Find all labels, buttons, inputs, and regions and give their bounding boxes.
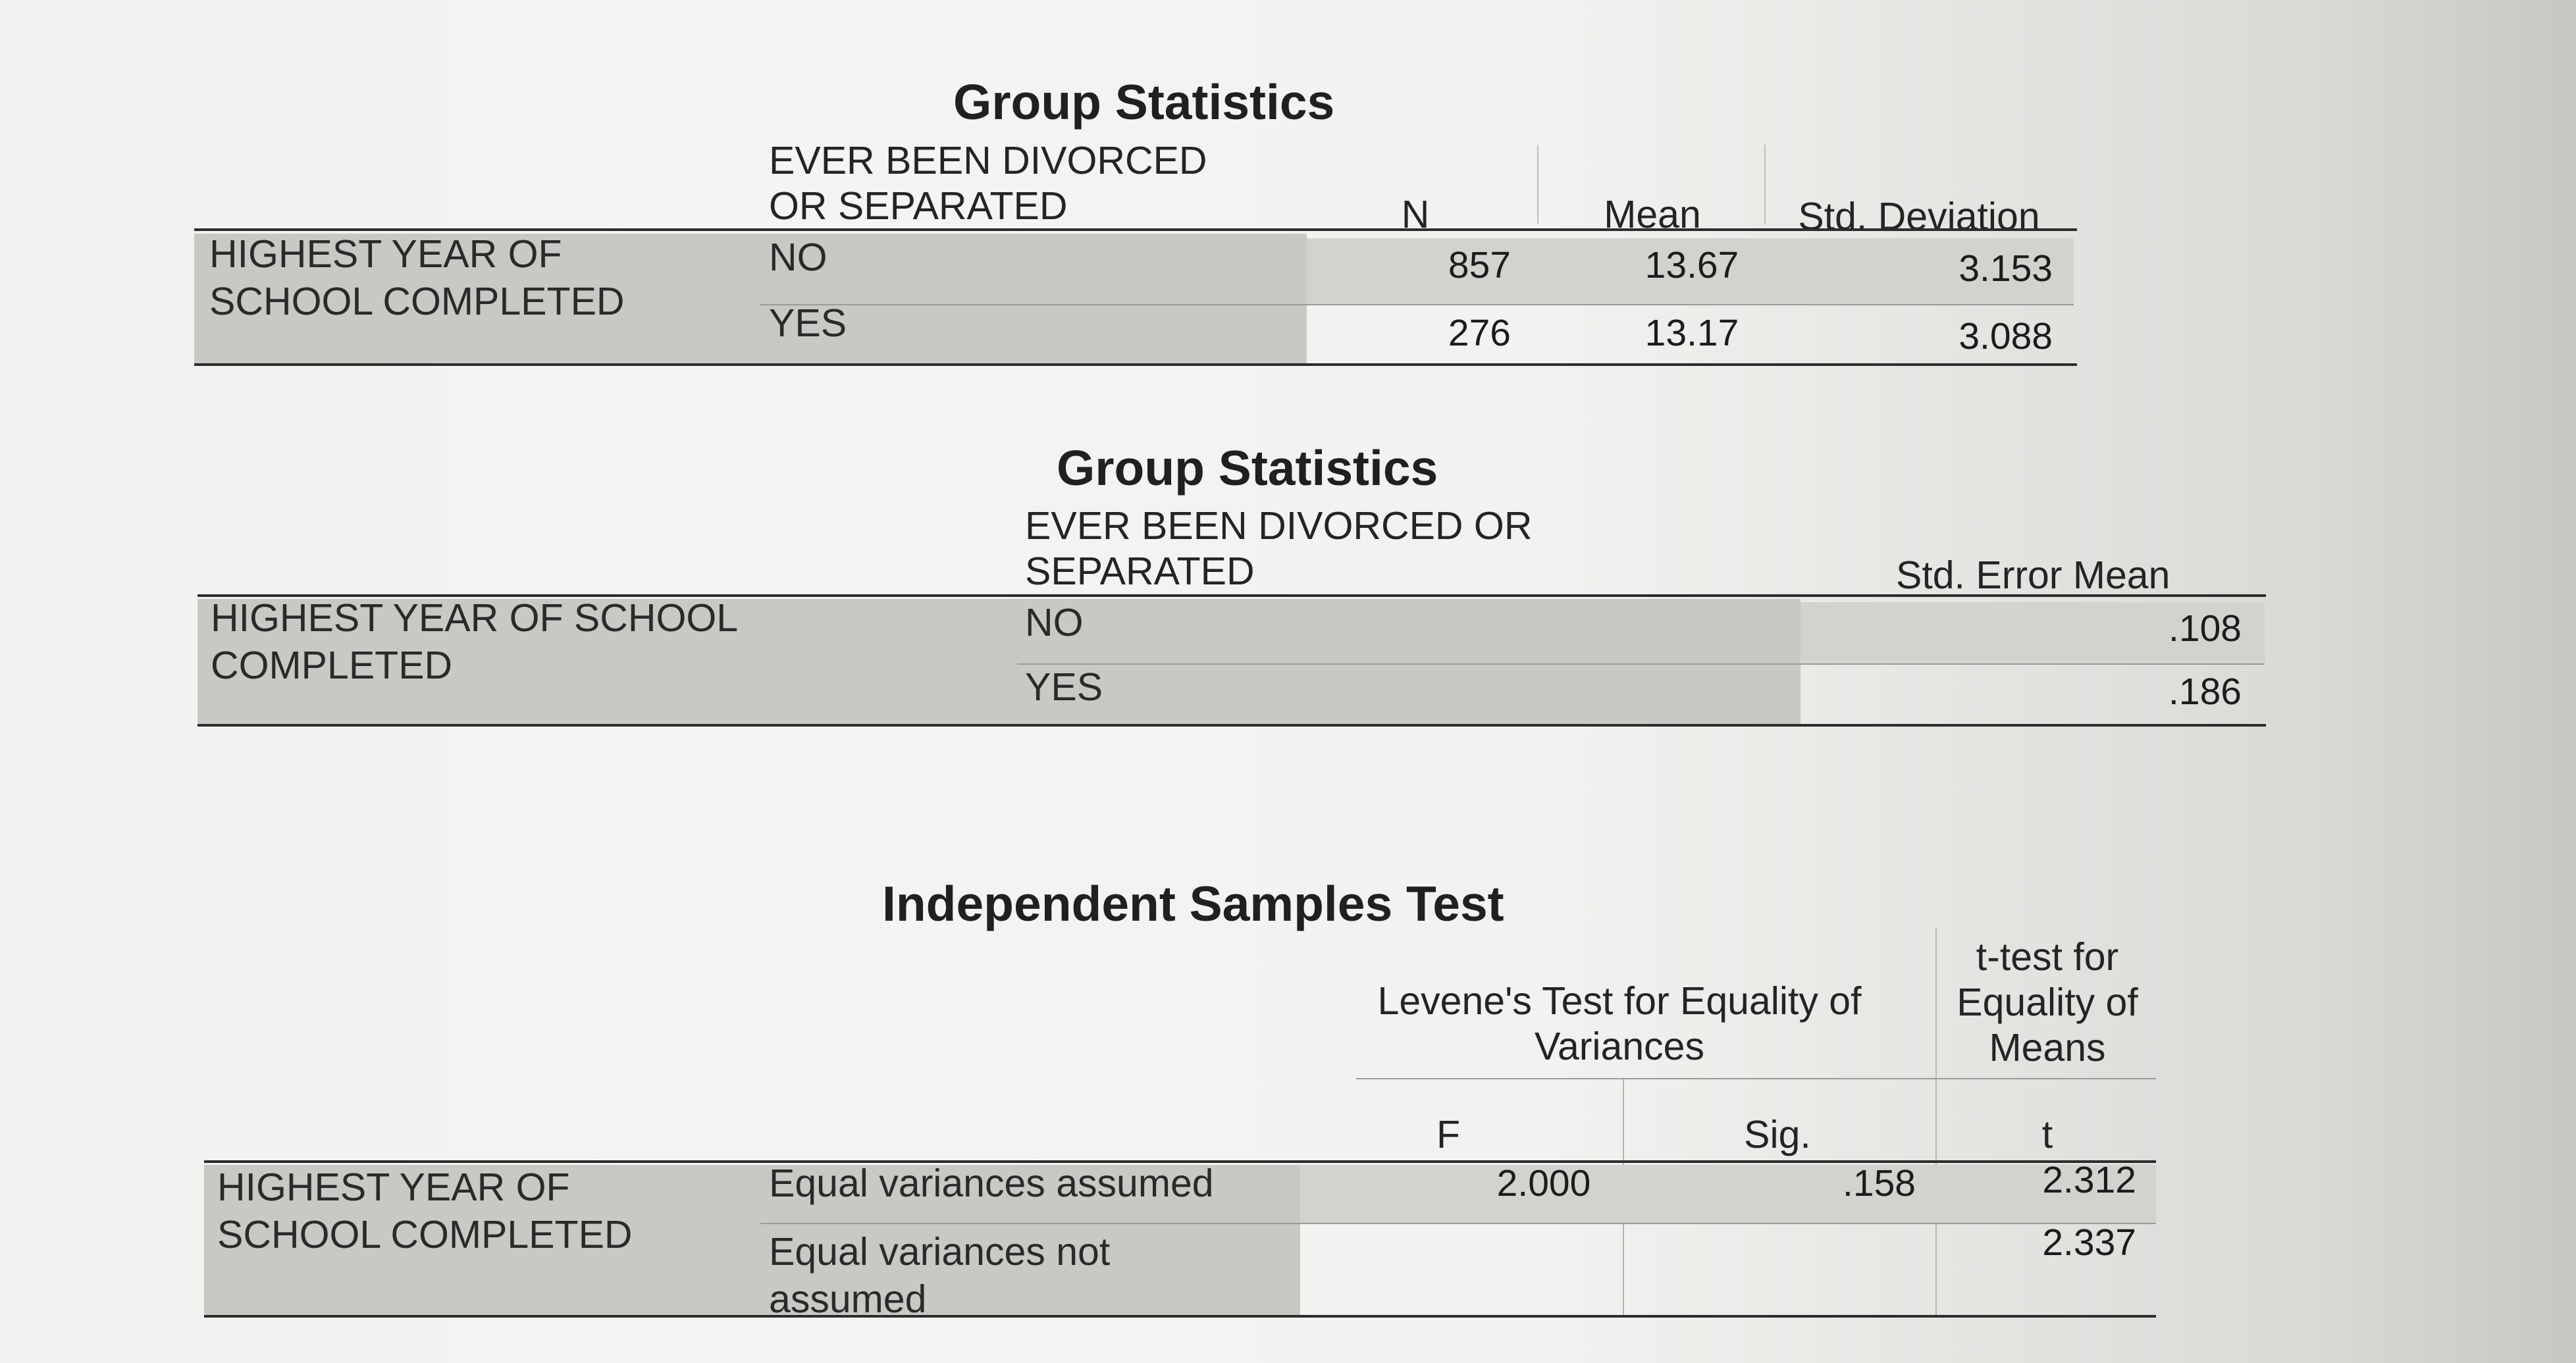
table-row-not-assumed-t: 2.337 — [2042, 1222, 2136, 1264]
table-title: Group Statistics — [1057, 440, 1438, 496]
row-variable-label: HIGHEST YEAR OF SCHOOL COMPLETED — [211, 596, 739, 687]
table-title: Independent Samples Test — [882, 876, 1504, 931]
table-row-equal-assumed-t: 2.312 — [2042, 1159, 2136, 1201]
table-row-equal-assumed-sig: .158 — [1843, 1162, 1916, 1204]
table-row-yes-sd: 3.088 — [1958, 315, 2053, 357]
group-header: EVER BEEN DIVORCED OR SEPARATED — [1025, 504, 1533, 593]
ttest-header: t-test for Equality of Means — [1957, 935, 2138, 1069]
row-variable-label: HIGHEST YEAR OF SCHOOL COMPLETED — [209, 232, 625, 323]
group-header: EVER BEEN DIVORCED OR SEPARATED — [769, 139, 1207, 228]
column-header-sig: Sig. — [1744, 1113, 1811, 1156]
table-row-no-n: 857 — [1448, 244, 1511, 286]
table-row-yes-mean: 13.17 — [1644, 312, 1739, 354]
table-row-no-sd: 3.153 — [1958, 247, 2053, 290]
table-row-yes-n: 276 — [1448, 312, 1511, 354]
column-header-t: t — [2041, 1113, 2053, 1156]
table-row-yes-label: YES — [769, 301, 847, 345]
table-row-not-assumed-label: Equal variances not assumed — [769, 1230, 1111, 1321]
column-header-std-error-mean: Std. Error Mean — [1896, 553, 2170, 597]
table-row-equal-assumed-f: 2.000 — [1496, 1162, 1591, 1204]
table-row-no-label: NO — [769, 236, 828, 279]
table-title: Group Statistics — [953, 74, 1335, 130]
table-row-yes-label: YES — [1025, 665, 1103, 709]
levene-header: Levene's Test for Equality of Variances — [1377, 979, 1862, 1068]
table-row-yes-se: .186 — [2169, 671, 2242, 713]
column-header-std-deviation: Std. Deviation — [1798, 195, 2040, 238]
table-row-no-label: NO — [1025, 601, 1084, 644]
table-row-no-se: .108 — [2169, 607, 2242, 650]
table-row-equal-assumed-label: Equal variances assumed — [769, 1162, 1214, 1205]
column-header-f: F — [1436, 1113, 1461, 1156]
table-row-no-mean: 13.67 — [1644, 244, 1739, 286]
row-variable-label: HIGHEST YEAR OF SCHOOL COMPLETED — [217, 1166, 633, 1256]
